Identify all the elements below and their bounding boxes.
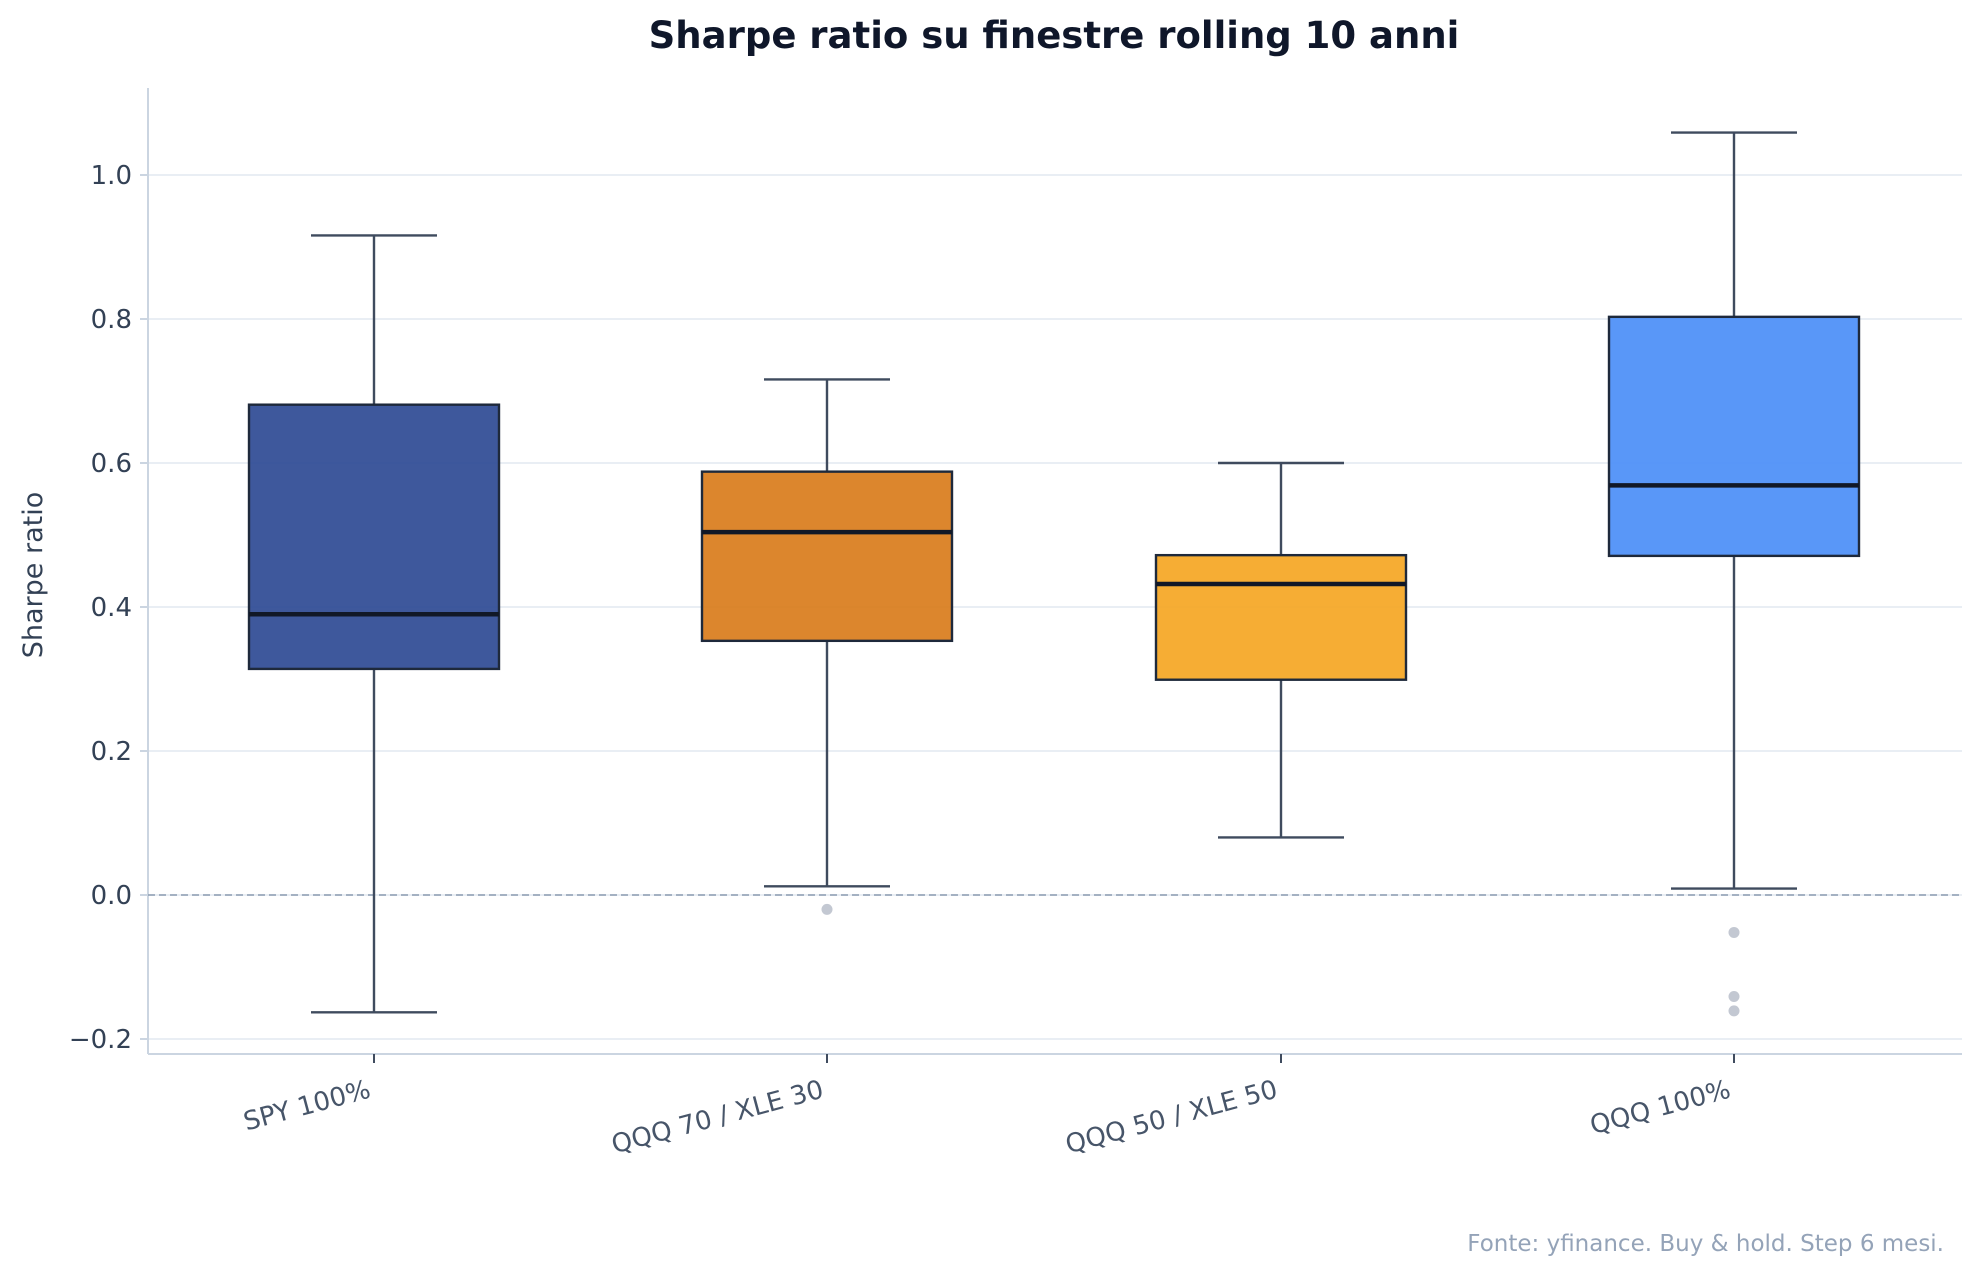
y-tick-label: 1.0 [91,161,132,191]
y-tick-label: 0.4 [91,593,132,623]
y-tick-label: 0.0 [91,881,132,911]
x-tick-label: QQQ 100% [1587,1075,1734,1141]
y-tick-label: 0.8 [91,305,132,335]
iqr-box [1154,553,1408,681]
y-tick-label: 0.6 [91,449,132,479]
outlier-point [1728,1005,1740,1017]
iqr-box [247,403,501,671]
y-axis-label: Sharpe ratio [18,492,49,658]
outlier-point [1728,926,1740,938]
y-tick-label: −0.2 [69,1025,132,1055]
outlier-point [821,903,833,915]
plot-area: −0.2 0.0 0.2 0.4 0.6 0.8 1.0 SPY 100% QQQ 70 / X… [69,88,1962,1160]
x-tick-label: QQQ 70 / XLE 30 [608,1075,826,1160]
x-tick-label: QQQ 50 / XLE 50 [1062,1075,1280,1160]
outlier-point [1728,991,1740,1003]
iqr-box [700,470,954,643]
source-note: Fonte: yfinance. Buy & hold. Step 6 mesi… [1467,1231,1944,1257]
y-tick-label: 0.2 [91,737,132,767]
x-tick-label: SPY 100% [240,1075,373,1138]
chart-title: Sharpe ratio su finestre rolling 10 anni [649,14,1460,57]
iqr-box [1607,315,1861,558]
